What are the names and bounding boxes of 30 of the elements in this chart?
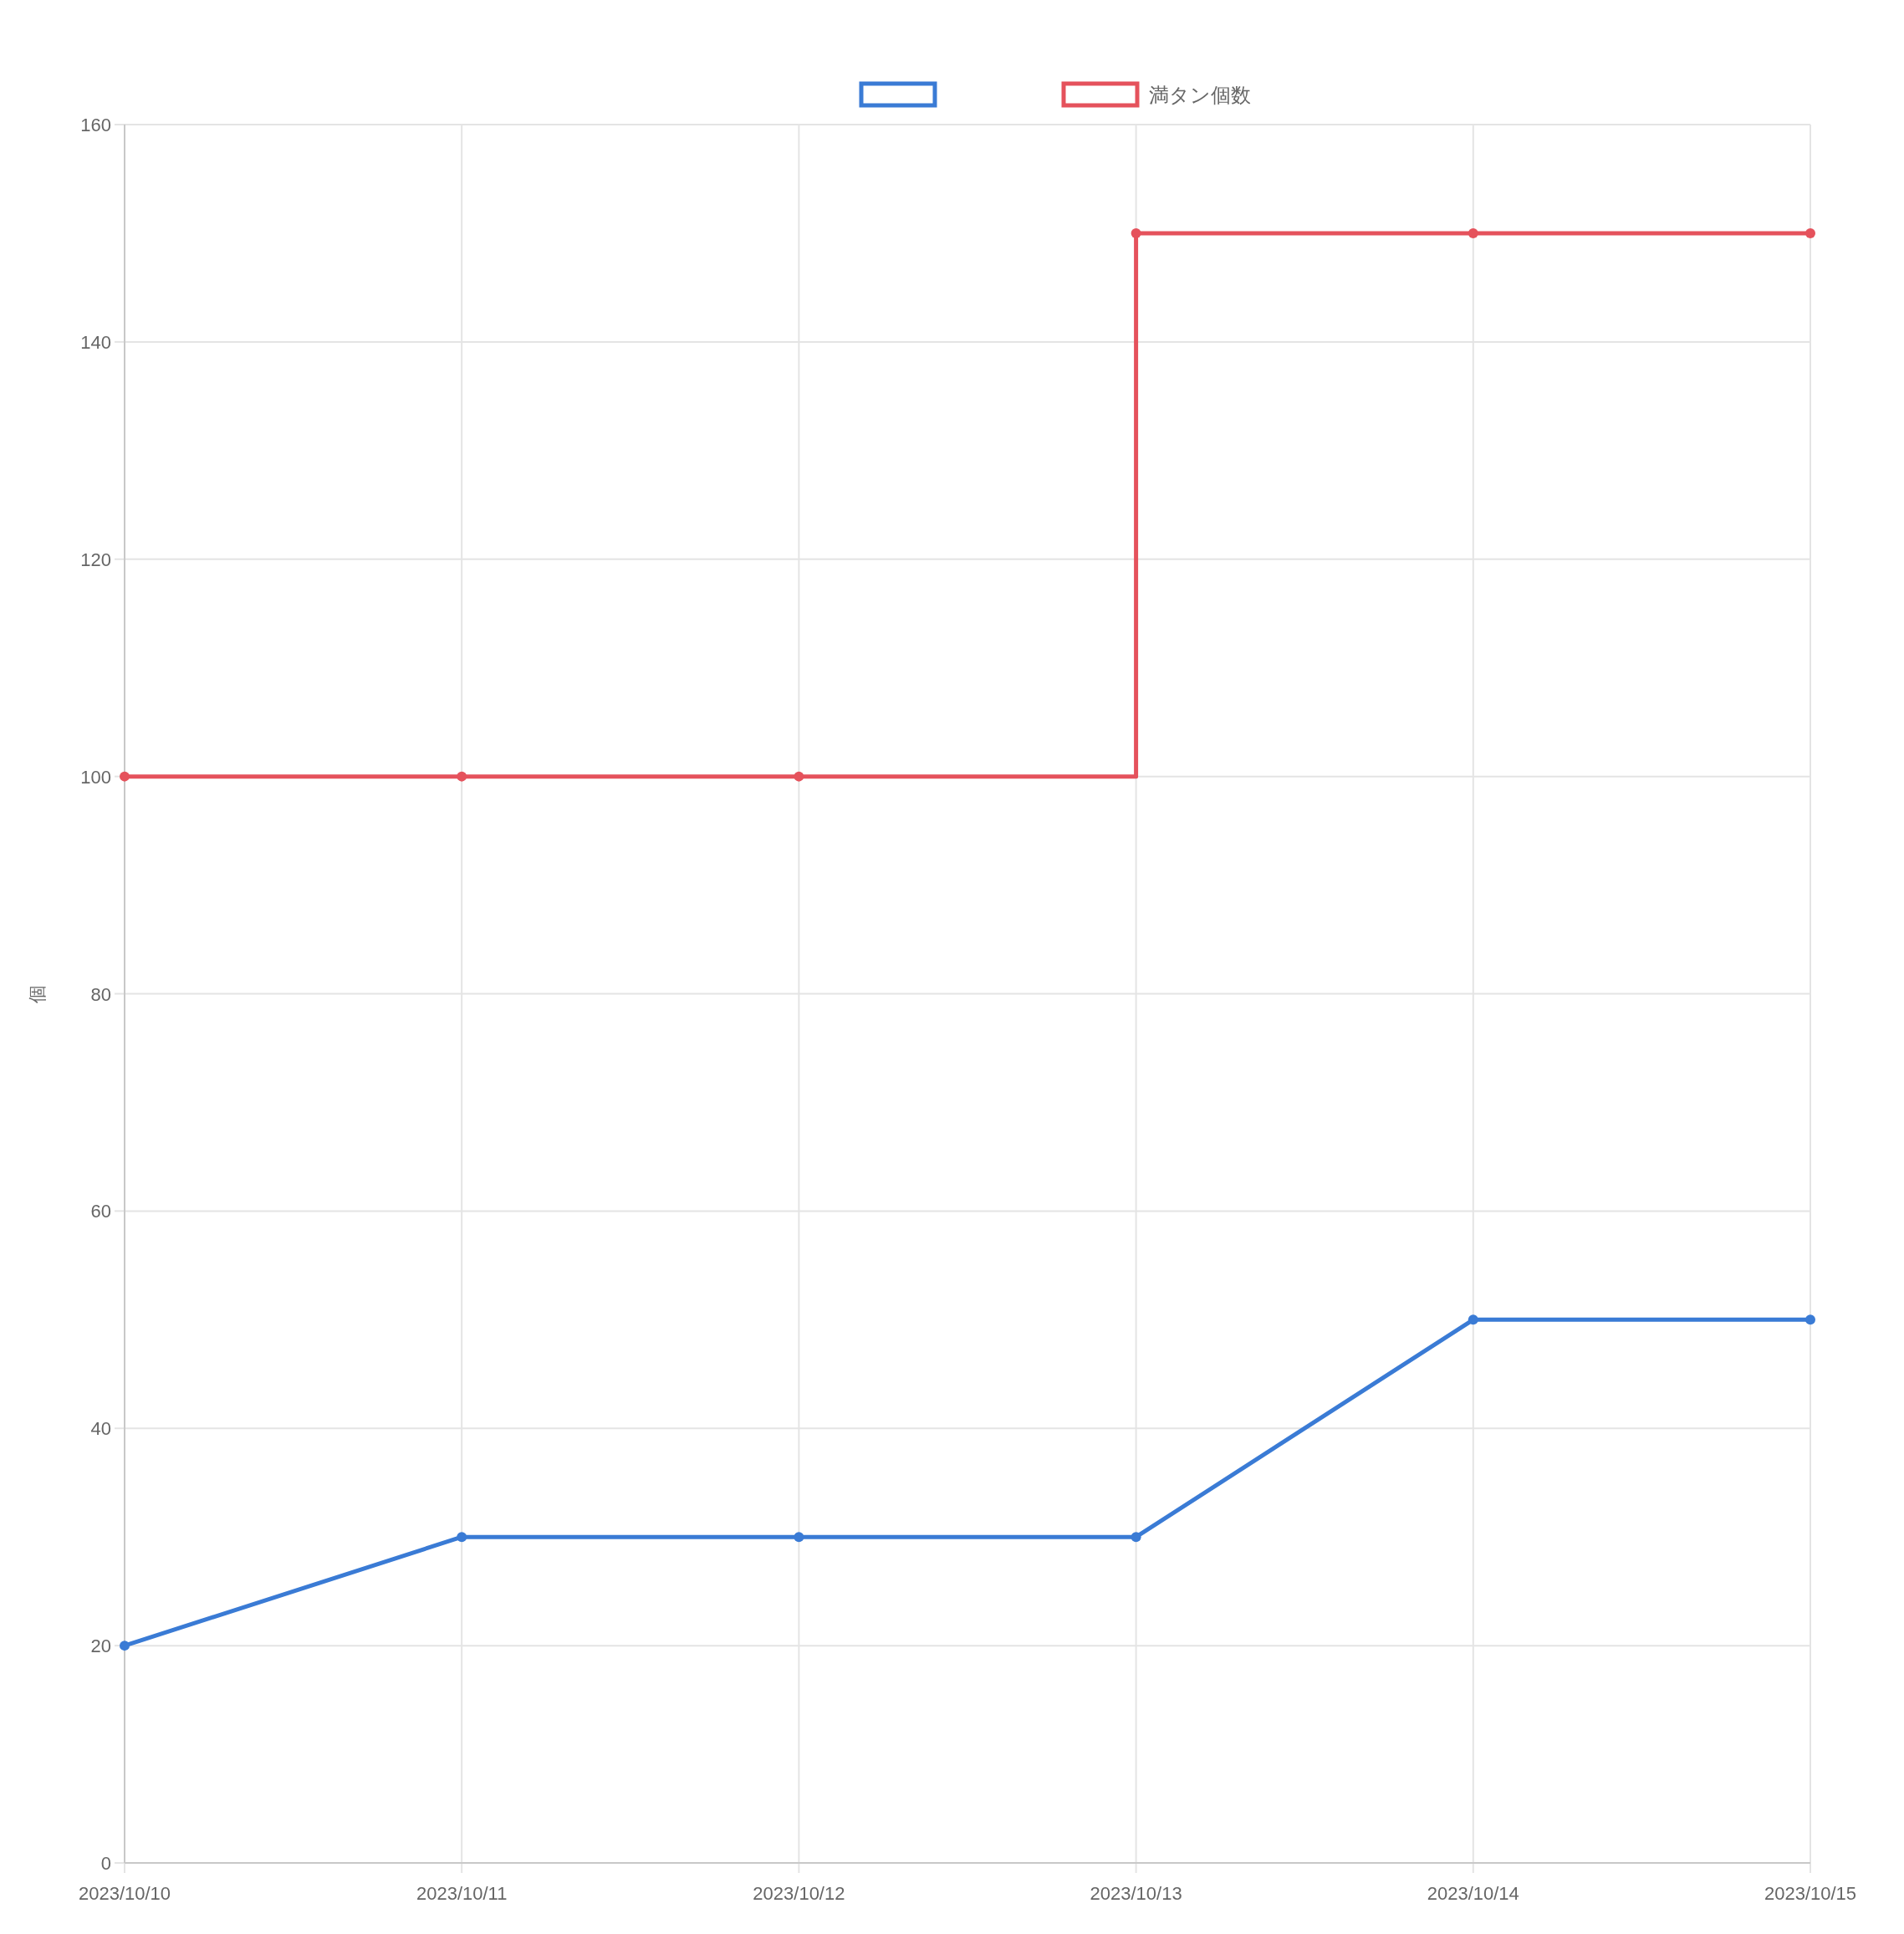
y-tick-label: 80 <box>90 983 111 1005</box>
y-axis-title: 個 <box>27 984 48 1003</box>
point <box>1468 227 1478 238</box>
point <box>1805 1314 1815 1325</box>
legend-label: 満タン個数 <box>1149 84 1251 106</box>
point <box>120 1641 130 1651</box>
x-tick-label: 2023/10/11 <box>416 1883 508 1904</box>
y-tick-label: 40 <box>90 1418 111 1440</box>
y-tick-label: 100 <box>80 766 111 788</box>
x-tick-label: 2023/10/15 <box>1764 1883 1857 1904</box>
point <box>120 771 130 782</box>
x-tick-label: 2023/10/13 <box>1090 1883 1182 1904</box>
y-tick-label: 60 <box>90 1201 111 1222</box>
point <box>1131 1532 1141 1543</box>
point <box>1468 1314 1478 1325</box>
y-tick-label: 140 <box>80 331 111 353</box>
x-tick-label: 2023/10/12 <box>753 1883 845 1904</box>
point <box>794 1532 804 1543</box>
point <box>1131 227 1141 238</box>
y-tick-label: 0 <box>100 1853 111 1874</box>
point <box>457 771 467 782</box>
x-tick-label: 2023/10/14 <box>1427 1883 1519 1904</box>
y-tick-label: 160 <box>80 115 111 135</box>
y-tick-label: 20 <box>90 1635 111 1657</box>
point <box>1805 227 1815 238</box>
y-tick-label: 120 <box>80 549 111 570</box>
legend: 満タン個数 <box>859 81 1251 108</box>
point <box>794 771 804 782</box>
point <box>457 1532 467 1543</box>
x-tick-label: 2023/10/10 <box>78 1883 171 1904</box>
